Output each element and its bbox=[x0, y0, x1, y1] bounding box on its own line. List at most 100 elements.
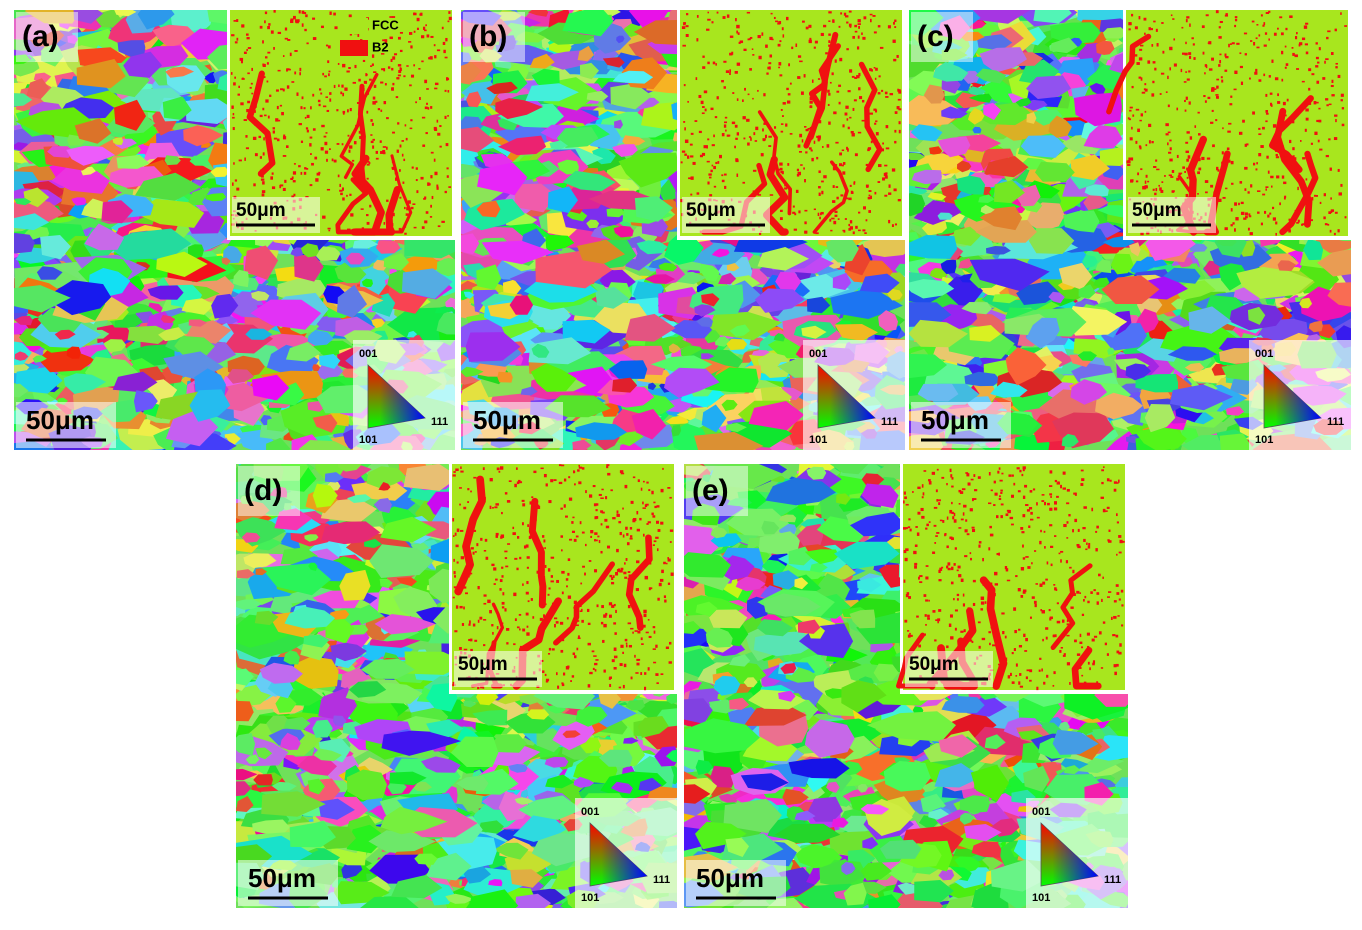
grain bbox=[757, 352, 793, 378]
b2-particle bbox=[690, 193, 693, 196]
b2-particle bbox=[736, 173, 739, 177]
b2-particle bbox=[817, 78, 821, 80]
b2-particle bbox=[816, 135, 819, 138]
b2-particle bbox=[426, 102, 428, 105]
b2-particle bbox=[282, 55, 285, 57]
grain bbox=[14, 315, 33, 326]
b2-particle bbox=[878, 164, 882, 168]
grain bbox=[634, 196, 673, 222]
grain bbox=[36, 266, 63, 280]
b2-particle bbox=[852, 107, 855, 111]
b2-particle bbox=[271, 186, 276, 190]
b2-particle bbox=[777, 22, 781, 25]
b2-particle bbox=[695, 77, 698, 81]
grain bbox=[51, 167, 110, 194]
b2-particle bbox=[724, 121, 728, 124]
b2-particle bbox=[747, 93, 750, 96]
b2-particle bbox=[370, 119, 373, 122]
b2-particle bbox=[683, 22, 685, 26]
grain bbox=[476, 200, 501, 218]
ipf-001: 001 bbox=[809, 348, 827, 360]
b2-particle bbox=[715, 63, 717, 66]
grain bbox=[436, 311, 455, 335]
b2-particle bbox=[884, 194, 888, 197]
b2-particle bbox=[391, 87, 394, 91]
b2-particle bbox=[316, 172, 320, 176]
b2-particle bbox=[305, 168, 309, 170]
b2-particle bbox=[702, 55, 705, 58]
b2-particle bbox=[837, 218, 840, 220]
b2-particle bbox=[284, 27, 288, 31]
b2-particle bbox=[786, 100, 791, 104]
b2-particle bbox=[707, 61, 710, 65]
b2-particle bbox=[762, 128, 764, 132]
b2-particle bbox=[403, 158, 406, 162]
b2-particle bbox=[828, 20, 831, 22]
b2-particle bbox=[399, 144, 402, 148]
b2-particle bbox=[441, 220, 445, 223]
b2-particle bbox=[425, 24, 427, 27]
b2-particle bbox=[324, 141, 328, 146]
b2-particle bbox=[448, 11, 451, 14]
b2-particle bbox=[685, 25, 689, 28]
b2-particle bbox=[853, 182, 856, 185]
b2-particle bbox=[370, 134, 373, 136]
b2-particle bbox=[747, 38, 750, 41]
b2-particle bbox=[743, 48, 747, 52]
b2-particle bbox=[696, 14, 699, 18]
grain bbox=[116, 154, 150, 169]
b2-particle bbox=[277, 119, 281, 122]
b2-particle bbox=[777, 43, 781, 47]
b2-particle bbox=[287, 39, 291, 41]
b2-particle bbox=[263, 137, 265, 141]
b2-particle bbox=[298, 10, 301, 14]
b2-particle bbox=[301, 10, 305, 14]
b2-particle bbox=[869, 18, 872, 23]
grain bbox=[612, 377, 638, 393]
grain bbox=[509, 295, 534, 315]
b2-particle bbox=[813, 140, 816, 144]
grain bbox=[461, 366, 484, 378]
grain bbox=[477, 162, 528, 196]
b2-particle bbox=[787, 163, 790, 166]
grain bbox=[832, 272, 852, 290]
b2-particle bbox=[358, 78, 361, 82]
b2-particle bbox=[719, 154, 722, 159]
grain bbox=[250, 299, 322, 330]
b2-particle bbox=[430, 204, 432, 208]
b2-particle bbox=[402, 181, 405, 184]
b2-particle bbox=[342, 92, 345, 97]
grain bbox=[726, 338, 748, 351]
b2-particle bbox=[734, 124, 738, 128]
b2-particle bbox=[253, 183, 256, 187]
b2-particle bbox=[805, 26, 809, 30]
b2-particle bbox=[415, 167, 418, 170]
b2-particle bbox=[233, 82, 236, 86]
b2-particle bbox=[893, 58, 897, 61]
grain bbox=[618, 152, 680, 188]
b2-particle bbox=[870, 195, 873, 200]
b2-particle bbox=[721, 79, 724, 83]
b2-particle bbox=[832, 185, 835, 188]
grain bbox=[701, 404, 727, 433]
b2-particle bbox=[704, 108, 707, 112]
b2-particle bbox=[366, 221, 370, 225]
grain bbox=[445, 297, 455, 311]
grain bbox=[183, 125, 224, 147]
b2-particle bbox=[698, 130, 702, 134]
ipf-001: 001 bbox=[359, 348, 377, 360]
grain bbox=[84, 223, 125, 251]
grain bbox=[547, 186, 578, 213]
b2-particle bbox=[780, 108, 783, 111]
b2-particle bbox=[436, 119, 439, 123]
b2-particle bbox=[282, 155, 287, 157]
grain bbox=[579, 62, 599, 80]
b2-particle bbox=[333, 84, 336, 89]
b2-particle bbox=[749, 36, 753, 39]
b2-particle bbox=[243, 119, 248, 122]
b2-particle bbox=[306, 129, 309, 133]
b2-particle bbox=[327, 60, 330, 64]
b2-particle bbox=[893, 21, 895, 25]
b2-particle bbox=[848, 228, 852, 231]
b2-particle bbox=[398, 227, 402, 232]
